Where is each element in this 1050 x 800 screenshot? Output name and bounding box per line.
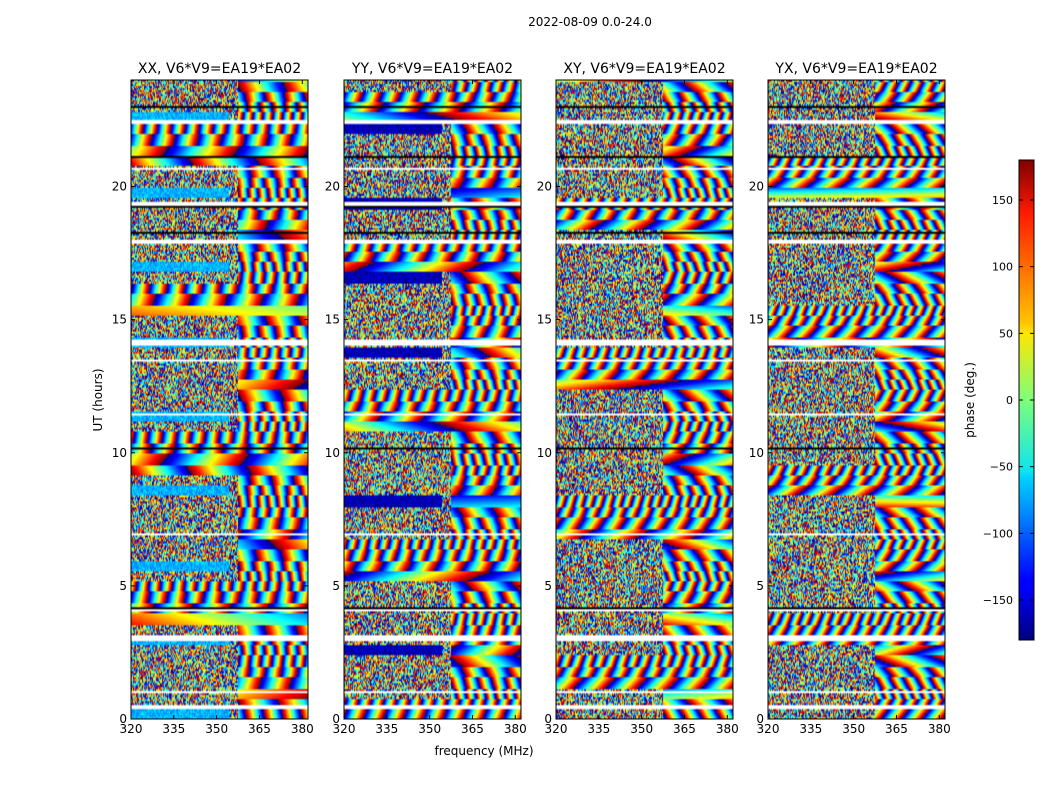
y-tick-label: 15 [325, 313, 340, 327]
panel-title-3: YX, V6*V9=EA19*EA02 [774, 61, 937, 77]
panel-title-0: XX, V6*V9=EA19*EA02 [138, 61, 301, 77]
colorbar-tick-label: 50 [999, 327, 1013, 340]
y-tick-label: 20 [325, 180, 340, 194]
x-tick-label: 335 [799, 722, 822, 736]
colorbar-tick-label: 100 [992, 261, 1013, 274]
x-tick-label: 365 [461, 722, 484, 736]
panel-1: YY, V6*V9=EA19*EA02 320 335 350 365 380 0 5 10 15… [325, 61, 527, 736]
x-tick-label: 350 [418, 722, 441, 736]
x-tick-label: 380 [291, 722, 314, 736]
x-tick-label: 380 [716, 722, 739, 736]
colorbar: phase (deg.) −150 −100 −50 0 50 100 150 [963, 159, 1035, 641]
panel-2: XY, V6*V9=EA19*EA02 320 335 350 365 380 0 5 10 15… [537, 61, 739, 736]
colorbar-tick-label: −150 [983, 594, 1013, 607]
panels: XX, V6*V9=EA19*EA02 320 335 350 365 380 0 5 10 15… [112, 61, 951, 736]
panel-3: YX, V6*V9=EA19*EA02 320 335 350 365 380 0 5 10 15… [749, 61, 951, 736]
x-tick-label: 320 [545, 722, 568, 736]
y-tick-label: 10 [749, 446, 764, 460]
x-tick-label: 320 [333, 722, 356, 736]
panel-frame-1 [343, 79, 522, 720]
panel-frame-3 [767, 79, 946, 720]
colorbar-label: phase (deg.) [963, 362, 977, 438]
x-tick-label: 350 [630, 722, 653, 736]
y-axis-label: UT (hours) [91, 368, 105, 431]
x-tick-label: 365 [673, 722, 696, 736]
y-tick-label: 15 [112, 313, 127, 327]
y-tick-label: 0 [119, 712, 127, 726]
phase-heatmap-1 [344, 80, 521, 719]
phase-heatmap-0 [131, 80, 308, 719]
y-tick-label: 20 [537, 180, 552, 194]
panel-frame-0 [130, 79, 309, 720]
x-tick-label: 380 [928, 722, 951, 736]
panel-title-2: XY, V6*V9=EA19*EA02 [563, 61, 725, 77]
phase-heatmap-2 [556, 80, 733, 719]
y-tick-label: 15 [537, 313, 552, 327]
x-tick-label: 335 [375, 722, 398, 736]
y-tick-label: 15 [749, 313, 764, 327]
panel-0: XX, V6*V9=EA19*EA02 320 335 350 365 380 0 5 10 15… [112, 61, 314, 736]
panel-frame-2 [555, 79, 734, 720]
x-tick-label: 335 [162, 722, 185, 736]
y-tick-label: 10 [325, 446, 340, 460]
colorbar-tick-label: −50 [990, 461, 1013, 474]
x-tick-label: 365 [885, 722, 908, 736]
x-tick-label: 320 [120, 722, 143, 736]
y-tick-label: 0 [544, 712, 552, 726]
x-tick-label: 350 [842, 722, 865, 736]
colorbar-tick-label: 0 [1006, 394, 1013, 407]
y-tick-label: 10 [112, 446, 127, 460]
x-axis-label: frequency (MHz) [434, 744, 533, 758]
y-tick-label: 0 [756, 712, 764, 726]
y-tick-label: 20 [749, 180, 764, 194]
y-tick-label: 10 [537, 446, 552, 460]
colorbar-tick-label: −100 [983, 527, 1013, 540]
x-tick-label: 350 [205, 722, 228, 736]
x-tick-label: 380 [504, 722, 527, 736]
y-tick-label: 5 [756, 579, 764, 593]
panel-title-1: YY, V6*V9=EA19*EA02 [351, 61, 513, 77]
phase-heatmap-3 [768, 80, 945, 719]
y-tick-label: 5 [544, 579, 552, 593]
x-tick-label: 365 [248, 722, 271, 736]
x-tick-label: 335 [587, 722, 610, 736]
y-tick-label: 0 [332, 712, 340, 726]
y-tick-label: 5 [119, 579, 127, 593]
y-tick-label: 20 [112, 180, 127, 194]
figure-title: 2022-08-09 0.0-24.0 [528, 15, 652, 29]
colorbar-tick-label: 150 [992, 194, 1013, 207]
x-tick-label: 320 [757, 722, 780, 736]
y-tick-label: 5 [332, 579, 340, 593]
